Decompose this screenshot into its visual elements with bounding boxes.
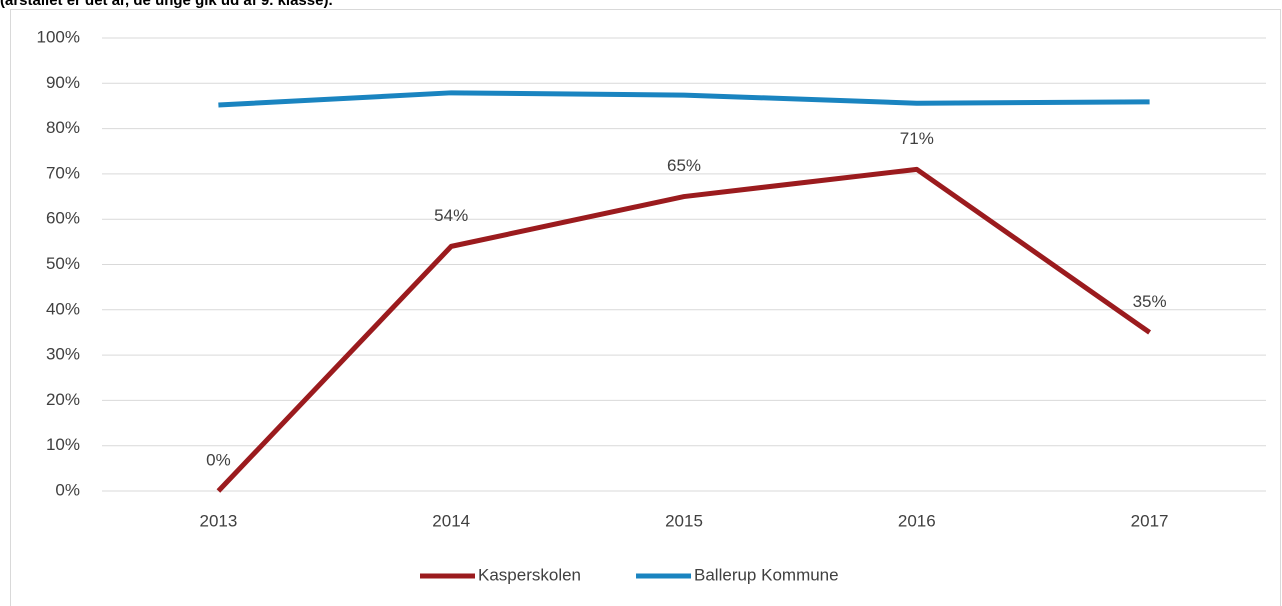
x-tick-label: 2013 [199,511,237,530]
y-tick-label: 10% [46,435,80,454]
y-tick-label: 40% [46,299,80,318]
series-line [218,90,1150,108]
chart-border [10,9,1281,606]
y-tick-label: 60% [46,209,80,228]
legend-label: Kasperskolen [478,565,581,584]
x-tick-label: 2014 [432,511,470,530]
x-tick-label: 2015 [665,511,703,530]
y-tick-label: 100% [37,27,80,46]
data-label: 35% [1133,292,1167,311]
chart-subtitle: (årstallet er det år, de unge gik ud af … [0,0,333,9]
y-tick-label: 0% [55,480,80,499]
series-line [216,166,1152,493]
data-label: 0% [206,450,231,469]
x-tick-label: 2017 [1131,511,1169,530]
y-tick-label: 80% [46,118,80,137]
legend-label: Ballerup Kommune [694,565,839,584]
y-tick-label: 30% [46,345,80,364]
data-label: 71% [900,129,934,148]
y-tick-label: 70% [46,163,80,182]
data-label: 65% [667,156,701,175]
y-tick-label: 50% [46,254,80,273]
y-tick-label: 90% [46,73,80,92]
y-tick-label: 20% [46,390,80,409]
x-tick-label: 2016 [898,511,936,530]
data-label: 54% [434,206,468,225]
